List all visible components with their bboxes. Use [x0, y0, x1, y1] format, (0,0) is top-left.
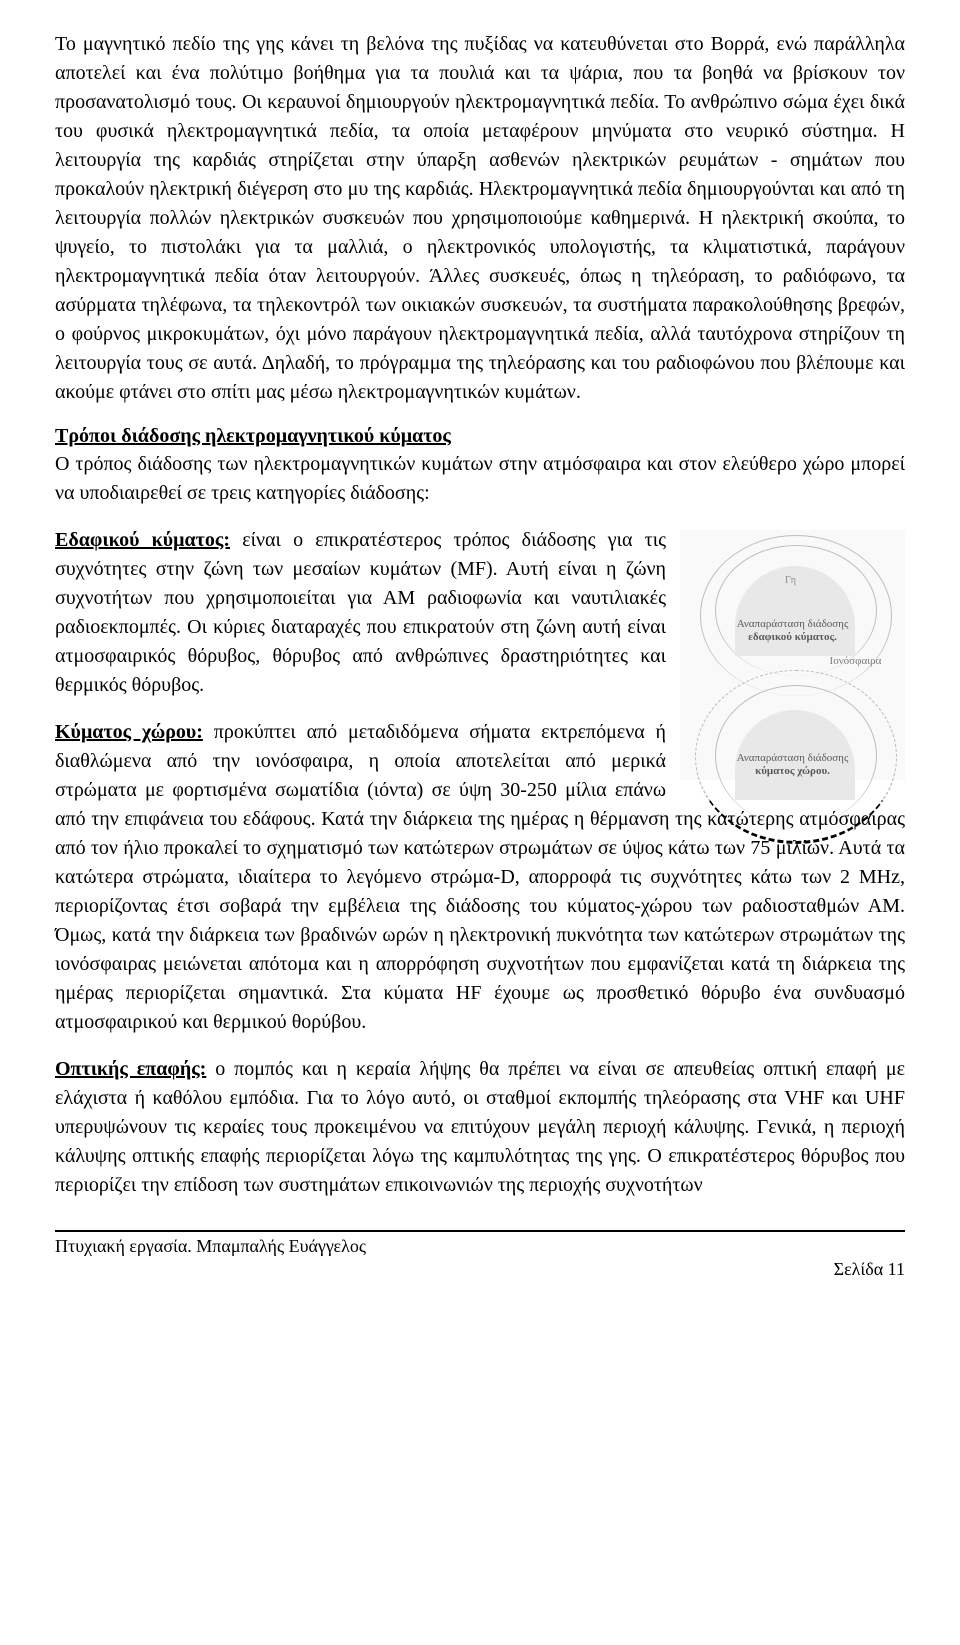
heading-propagation: Τρόποι διάδοσης ηλεκτρομαγνητικού κύματο… — [55, 425, 905, 448]
label-sky-wave: Κύματος χώρου: — [55, 721, 203, 743]
label-ground-wave: Εδαφικού κύματος: — [55, 529, 230, 551]
paragraph-intro: Το μαγνητικό πεδίο της γης κάνει τη βελό… — [55, 30, 905, 407]
label-ionosphere: Ιονόσφαιρα — [808, 655, 903, 667]
caption-sky-wave: Αναπαράσταση διάδοσης κύματος χώρου. — [680, 752, 905, 778]
label-earth-top: Γη — [785, 575, 796, 586]
footer-page-number: Σελίδα 11 — [55, 1259, 905, 1280]
figure-image: Γη Αναπαράσταση διάδοσης εδαφικού κύματο… — [680, 530, 905, 780]
section-line-of-sight: Οπτικής επαφής: ο πομπός και η κεραία λή… — [55, 1055, 905, 1200]
paragraph-propagation-intro: Ο τρόπος διάδοσης των ηλεκτρομαγνητικών … — [55, 450, 905, 508]
caption-ground-wave: Αναπαράσταση διάδοσης εδαφικού κύματος. — [680, 618, 905, 644]
footer-author: Πτυχιακή εργασία. Μπαμπαλής Ευάγγελος — [55, 1230, 905, 1257]
label-line-of-sight: Οπτικής επαφής: — [55, 1058, 206, 1080]
figure-wave-diagrams: Γη Αναπαράσταση διάδοσης εδαφικού κύματο… — [680, 530, 905, 780]
